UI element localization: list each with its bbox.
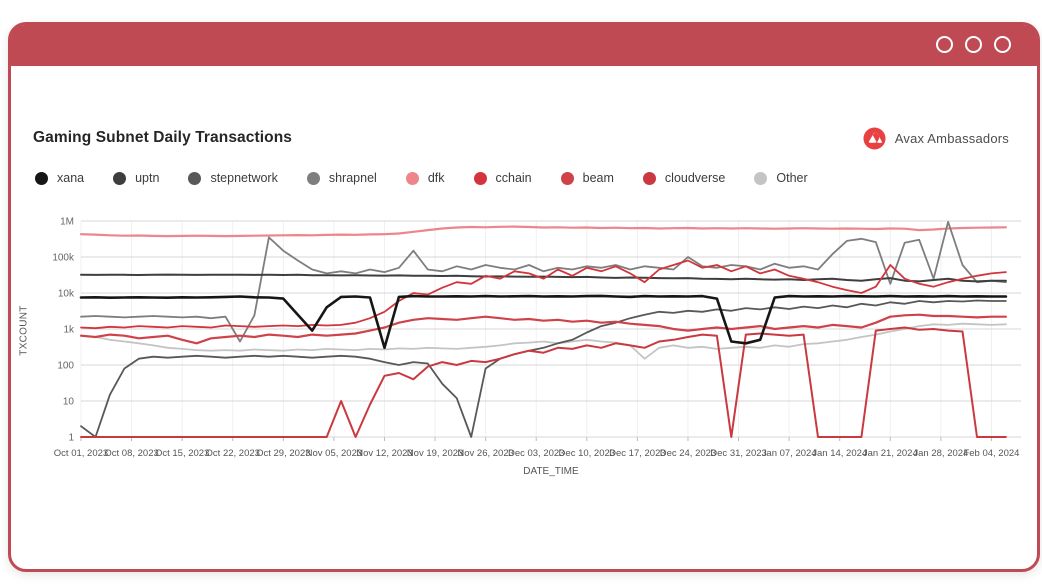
brand-label: Avax Ambassadors [894, 131, 1009, 146]
y-tick-label: 100 [57, 361, 74, 372]
y-tick-label: 10k [58, 289, 75, 300]
legend-label: cchain [495, 171, 532, 185]
legend-item-dfk[interactable]: dfk [405, 171, 445, 185]
page-title: Gaming Subnet Daily Transactions [33, 129, 293, 146]
legend-item-cchain[interactable]: cchain [473, 171, 532, 185]
window-titlebar [11, 25, 1037, 66]
series-line-xana[interactable] [79, 294, 1008, 350]
legend-item-shrapnel[interactable]: shrapnel [306, 171, 377, 185]
x-tick-label: Dec 03, 2023 [508, 448, 565, 459]
app-window: Gaming Subnet Daily Transactions Avax Am… [8, 22, 1040, 572]
x-tick-label: Dec 24, 2023 [660, 448, 717, 459]
x-tick-label: Nov 19, 2023 [407, 448, 464, 459]
x-tick-label: Feb 04, 2024 [963, 448, 1019, 459]
x-tick-label: Oct 15, 2023 [155, 448, 209, 459]
y-tick-label: 1M [60, 217, 74, 228]
y-tick-label: 10 [63, 397, 75, 408]
legend-item-xana[interactable]: xana [35, 171, 84, 185]
series-line-cloudverse[interactable] [80, 326, 1007, 438]
y-tick-label: 1 [68, 433, 74, 444]
x-tick-label: Oct 01, 2023 [54, 448, 108, 459]
legend-item-stepnetwork[interactable]: stepnetwork [188, 171, 278, 185]
legend-item-beam[interactable]: beam [560, 171, 614, 185]
legend-item-cloudverse[interactable]: cloudverse [642, 171, 726, 185]
legend-dot-beam [560, 171, 574, 185]
x-tick-label: Oct 22, 2023 [206, 448, 260, 459]
brand-badge: Avax Ambassadors [863, 127, 1009, 150]
x-tick-label: Jan 21, 2024 [863, 448, 918, 459]
window-controls [936, 36, 1011, 53]
legend-dot-cchain [473, 171, 487, 185]
x-tick-label: Dec 10, 2023 [559, 448, 616, 459]
x-tick-label: Dec 17, 2023 [609, 448, 666, 459]
legend-dot-stepnetwork [188, 171, 202, 185]
x-tick-label: Nov 12, 2023 [356, 448, 413, 459]
window-control-icon[interactable] [994, 36, 1011, 53]
legend-dot-dfk [405, 171, 419, 185]
window-control-icon[interactable] [936, 36, 953, 53]
x-tick-label: Jan 07, 2024 [762, 448, 817, 459]
legend-dot-cloudverse [642, 171, 656, 185]
legend-item-Other[interactable]: Other [754, 171, 808, 185]
legend-dot-shrapnel [306, 171, 320, 185]
legend-label: Other [776, 171, 808, 185]
legend-dot-xana [35, 171, 48, 185]
series-line-beam[interactable] [79, 313, 1008, 345]
series-line-shrapnel[interactable] [80, 220, 1007, 343]
legend-label: beam [582, 171, 614, 185]
avalanche-logo-icon [863, 127, 886, 150]
legend-dot-uptn [113, 171, 127, 185]
chart-legend: xana uptn stepnetwork shrapnel dfk cchain beam… [35, 171, 837, 185]
series-line-Other[interactable] [80, 322, 1007, 360]
window-control-icon[interactable] [965, 36, 982, 53]
legend-label: shrapnel [328, 171, 377, 185]
legend-label: dfk [427, 171, 445, 185]
x-tick-label: Nov 26, 2023 [457, 448, 514, 459]
x-tick-label: Oct 08, 2023 [104, 448, 158, 459]
legend-label: stepnetwork [210, 171, 278, 185]
x-tick-label: Jan 14, 2024 [812, 448, 867, 459]
legend-item-uptn[interactable]: uptn [113, 171, 159, 185]
legend-dot-Other [754, 171, 768, 185]
x-tick-label: Dec 31, 2023 [710, 448, 767, 459]
legend-label: cloudverse [664, 171, 726, 185]
series-line-stepnetwork[interactable] [80, 299, 1007, 438]
y-tick-label: 1k [63, 325, 75, 336]
series-line-cchain[interactable] [80, 259, 1007, 330]
x-tick-label: Jan 28, 2024 [913, 448, 968, 459]
y-tick-label: 100k [52, 253, 75, 264]
x-tick-label: Nov 05, 2023 [306, 448, 363, 459]
x-tick-label: Oct 29, 2023 [256, 448, 310, 459]
series-line-dfk[interactable] [79, 225, 1008, 238]
legend-label: uptn [135, 171, 160, 185]
legend-label: xana [57, 171, 85, 185]
series-line-uptn[interactable] [80, 273, 1007, 283]
x-axis-title: DATE_TIME [523, 466, 579, 477]
